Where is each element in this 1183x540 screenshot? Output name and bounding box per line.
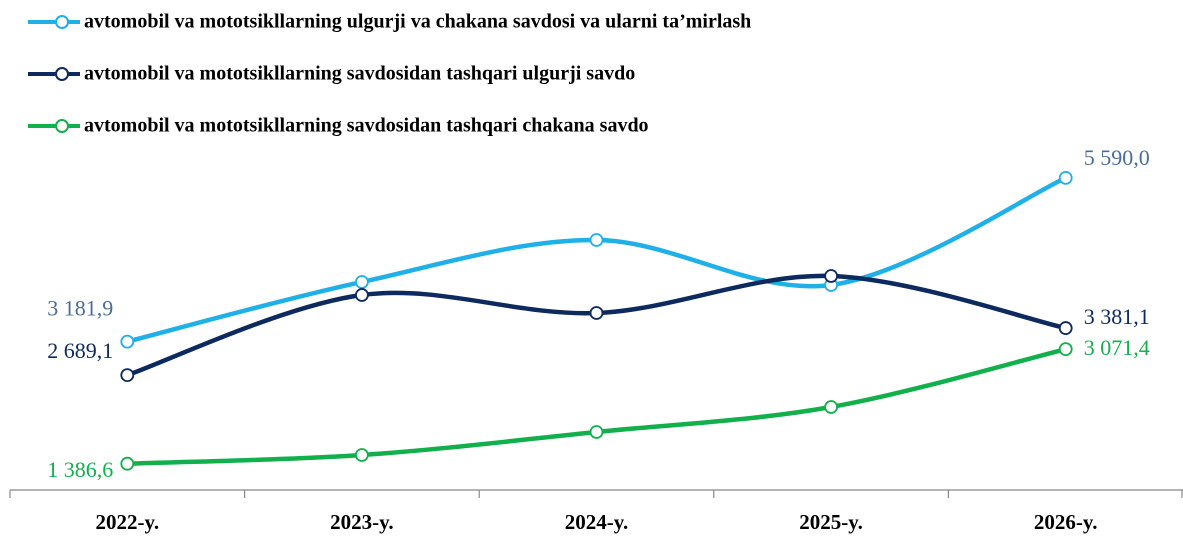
legend-label: avtomobil va mototsikllarning ulgurji va… [84, 11, 751, 33]
x-tick-label: 2024-y. [565, 510, 629, 534]
point [354, 448, 369, 462]
legend-label: avtomobil va mototsikllarning savdosidan… [84, 115, 649, 137]
point [589, 306, 604, 320]
point [589, 233, 604, 247]
x-tick-label: 2025-y. [799, 510, 863, 534]
point [824, 269, 838, 283]
value-label: 5 590,0 [1084, 145, 1150, 170]
point [120, 334, 135, 349]
point [1058, 342, 1073, 357]
point [1058, 321, 1073, 335]
point [354, 288, 369, 302]
point [120, 368, 135, 383]
point [120, 456, 135, 471]
value-label: 3 181,9 [47, 296, 113, 321]
series-line [126, 273, 1067, 378]
value-label: 3 381,1 [1084, 304, 1150, 329]
point [354, 275, 369, 289]
x-tick-label: 2026-y. [1034, 510, 1098, 534]
point [824, 400, 838, 414]
legend-marker [55, 119, 69, 133]
value-label: 1 386,6 [47, 457, 113, 482]
legend-label: avtomobil va mototsikllarning savdosidan… [84, 63, 635, 85]
x-tick-label: 2022-y. [96, 510, 160, 534]
point [1058, 170, 1073, 185]
legend-marker [55, 15, 69, 29]
series-line [127, 346, 1067, 466]
x-tick-label: 2023-y. [330, 510, 394, 534]
value-label: 2 689,1 [47, 338, 113, 363]
value-label: 3 071,4 [1084, 335, 1150, 360]
legend-marker [55, 67, 69, 81]
point [589, 425, 604, 439]
